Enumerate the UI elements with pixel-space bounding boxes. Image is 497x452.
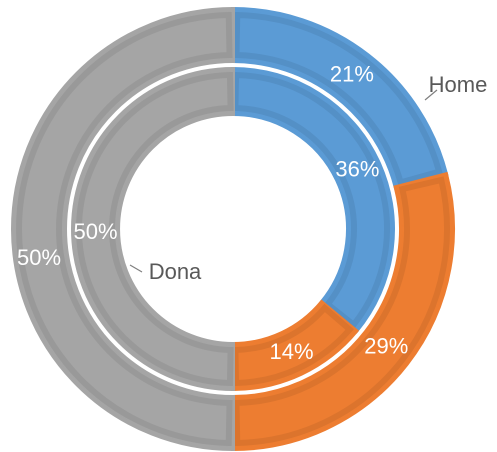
category-label: Dona <box>149 259 202 284</box>
segment-border <box>232 303 354 387</box>
segment-border <box>233 11 443 187</box>
data-label: 29% <box>364 334 408 359</box>
segment-border <box>233 176 450 447</box>
segment-border <box>232 71 390 329</box>
doughnut-segment <box>71 66 235 392</box>
data-label: 21% <box>330 62 374 87</box>
data-label: 50% <box>17 245 61 270</box>
category-label: Home <box>429 72 488 97</box>
segment-border <box>76 71 234 387</box>
doughnut-segment <box>11 6 235 452</box>
leader-line <box>424 89 438 101</box>
data-label: 14% <box>270 339 314 364</box>
doughnut-segment <box>231 66 395 334</box>
data-label: 36% <box>335 156 379 181</box>
data-label: 50% <box>73 219 117 244</box>
segment-border <box>16 11 233 447</box>
leader-line <box>129 264 143 273</box>
